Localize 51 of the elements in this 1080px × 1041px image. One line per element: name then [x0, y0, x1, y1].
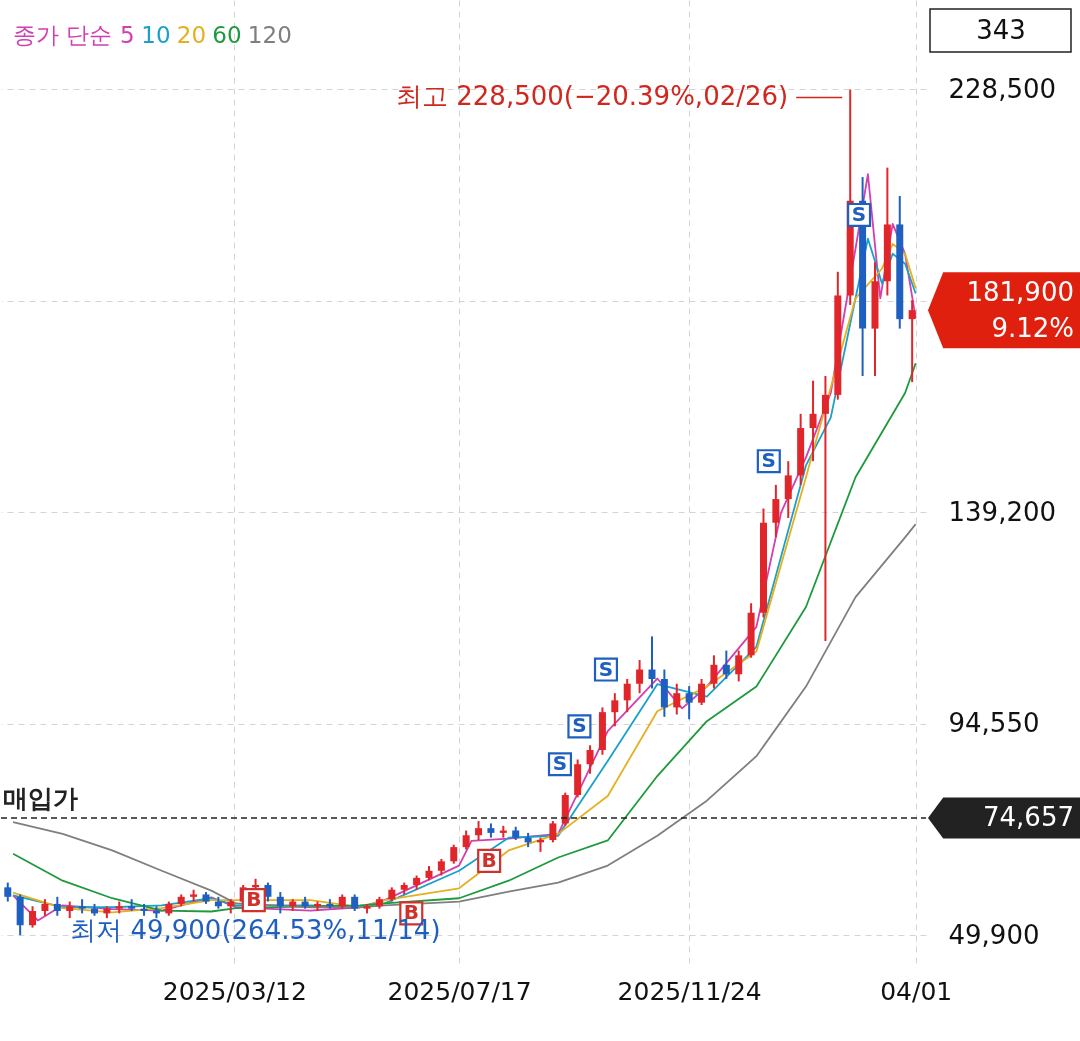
data-label: S — [761, 448, 776, 473]
candlestick — [710, 654, 718, 690]
text: 120 — [247, 22, 292, 48]
y-tick-label: 139,200 — [948, 496, 1057, 527]
annotation: 최고 228,500(−20.39%,02/26) — [396, 81, 789, 112]
candlestick — [611, 692, 619, 728]
candlestick — [475, 820, 483, 841]
ref-line-label: 매입가 — [3, 783, 78, 813]
candlestick — [908, 299, 916, 384]
candlestick — [276, 891, 284, 915]
x-tick-label: 04/01 — [880, 976, 953, 1006]
y-tick-label: 94,550 — [948, 708, 1040, 739]
candlestick — [722, 649, 730, 680]
text: 20 — [176, 22, 207, 48]
candlestick — [784, 460, 792, 520]
candlestick — [821, 374, 829, 643]
annotation: 181,900 — [966, 277, 1074, 308]
x-tick-label: 2025/03/12 — [162, 976, 307, 1006]
text: 5 — [120, 22, 135, 48]
data-label: S — [552, 751, 568, 776]
text: 10 — [141, 22, 171, 48]
text: 343 — [976, 15, 1026, 45]
candlestick — [772, 483, 780, 538]
data-label: S — [572, 713, 587, 738]
y-tick-label: 228,500 — [948, 73, 1057, 104]
candlestick — [450, 843, 458, 865]
candlestick — [4, 881, 12, 903]
candlestick — [53, 895, 61, 917]
text: 60 — [212, 22, 242, 48]
text: 74,657 — [983, 801, 1074, 832]
legend-title: 종가 단순 — [13, 22, 113, 48]
data-label: B — [246, 887, 262, 912]
data-label: B — [481, 847, 497, 872]
candlestick — [648, 635, 656, 690]
candlestick — [698, 678, 706, 707]
data-label: S — [851, 201, 867, 226]
candlestick — [636, 659, 644, 695]
x-tick-label: 2025/11/24 — [617, 976, 762, 1006]
y-tick-label: 49,900 — [948, 919, 1040, 950]
candlestick — [29, 905, 37, 929]
text: 9.12% — [991, 313, 1074, 344]
candlestick — [462, 829, 470, 851]
candlestick — [623, 678, 631, 714]
candlestick — [549, 820, 557, 844]
candlestick — [685, 685, 693, 721]
x-tick-label: 2025/07/17 — [387, 976, 532, 1006]
candlestick — [586, 744, 594, 775]
candlestick — [735, 649, 743, 683]
candlestick — [809, 379, 817, 463]
candlestick — [673, 682, 681, 716]
data-label: S — [598, 656, 614, 681]
